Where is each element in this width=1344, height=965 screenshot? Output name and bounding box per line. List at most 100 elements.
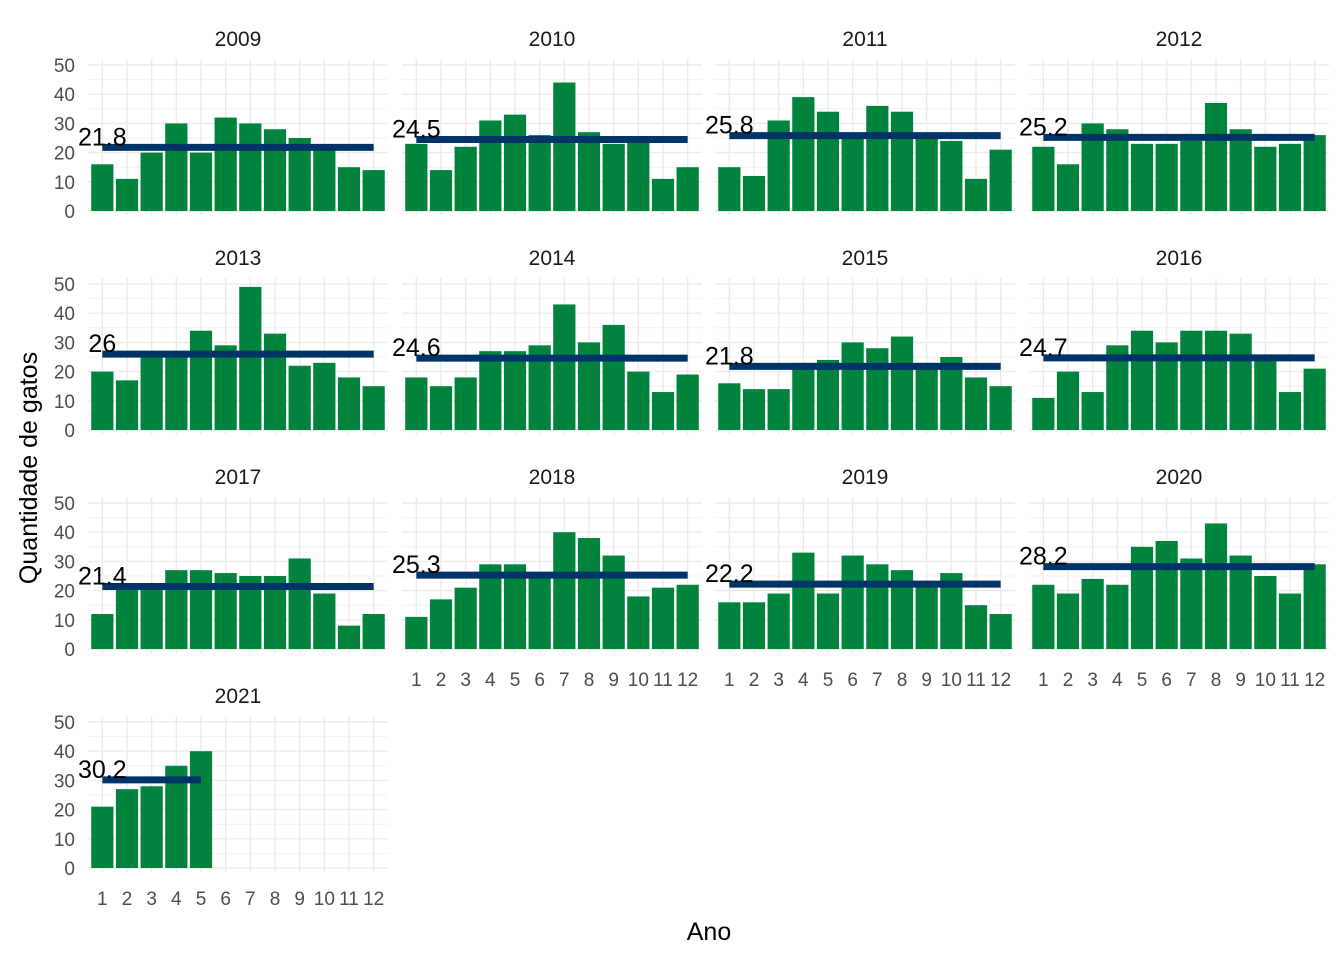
bar — [479, 120, 502, 211]
bar — [115, 178, 139, 211]
x-tick-label: 7 — [559, 670, 570, 691]
x-tick-label: 6 — [1161, 670, 1172, 691]
bar — [362, 613, 385, 649]
facet-title: 2018 — [529, 466, 576, 489]
bar — [429, 170, 453, 211]
x-tick-label: 7 — [872, 670, 883, 691]
x-tick-label: 12 — [1304, 670, 1325, 691]
bar — [503, 114, 527, 211]
bar — [91, 806, 114, 868]
x-tick-label: 9 — [921, 670, 932, 691]
bar — [115, 789, 139, 868]
bar — [866, 348, 889, 430]
bar — [189, 152, 213, 211]
bar — [767, 120, 790, 211]
bar — [989, 386, 1012, 430]
bar — [239, 576, 262, 649]
bar — [165, 354, 188, 430]
x-tick-label: 7 — [245, 889, 256, 910]
bar — [528, 345, 551, 430]
facet-title: 2014 — [529, 247, 576, 270]
facet-title: 2012 — [1156, 28, 1203, 51]
bar — [964, 377, 988, 430]
facet-title: 2011 — [842, 28, 887, 51]
x-tick-label: 11 — [1280, 670, 1300, 691]
x-tick-label: 10 — [1255, 670, 1276, 691]
facet-title: 2013 — [215, 247, 262, 270]
facet-title: 2019 — [842, 466, 889, 489]
mean-label: 21.8 — [78, 123, 127, 151]
bar — [577, 538, 601, 649]
bar — [1032, 146, 1055, 211]
bar — [718, 383, 741, 430]
y-tick-label: 10 — [54, 173, 75, 194]
y-tick-label: 50 — [54, 56, 75, 77]
y-tick-label: 30 — [54, 771, 75, 792]
x-tick-label: 1 — [97, 889, 108, 910]
bar — [479, 351, 502, 430]
bar — [1278, 143, 1302, 211]
bar — [405, 377, 428, 430]
bar — [189, 751, 213, 868]
x-tick-label: 4 — [798, 670, 809, 691]
mean-label: 24.5 — [392, 115, 441, 143]
y-tick-label: 30 — [54, 552, 75, 573]
panel-2012: 2012 25.2 — [1019, 28, 1329, 215]
y-tick-label: 40 — [54, 85, 75, 106]
facet-title: 2017 — [215, 466, 262, 489]
bar — [890, 336, 914, 430]
x-tick-label: 12 — [990, 670, 1011, 691]
y-axis-title: Quantidade de gatos — [15, 352, 43, 584]
bar — [964, 605, 988, 649]
bar — [1032, 584, 1055, 649]
x-tick-label: 1 — [411, 670, 422, 691]
bar — [140, 786, 163, 868]
bar — [429, 599, 453, 649]
bar — [1303, 368, 1326, 430]
mean-label: 25.2 — [1019, 113, 1068, 141]
x-tick-label: 1 — [1038, 670, 1049, 691]
x-tick-label: 6 — [847, 670, 858, 691]
bar — [915, 362, 938, 430]
bar — [313, 149, 336, 211]
facet-title: 2015 — [842, 247, 889, 270]
mean-label: 28.2 — [1019, 543, 1068, 571]
bar — [239, 123, 262, 211]
bar — [288, 558, 311, 649]
bar — [140, 354, 163, 430]
bar — [841, 555, 864, 649]
x-tick-label: 4 — [1112, 670, 1123, 691]
y-tick-label: 50 — [54, 275, 75, 296]
x-axis-title: Ano — [687, 918, 731, 946]
bar — [165, 123, 188, 211]
x-tick-label: 1 — [724, 670, 735, 691]
bar — [1204, 102, 1228, 211]
y-tick-label: 0 — [64, 421, 75, 442]
y-tick-label: 40 — [54, 523, 75, 544]
y-tick-label: 20 — [54, 144, 75, 165]
mean-label: 30.2 — [78, 756, 127, 784]
bar — [313, 593, 336, 649]
bar — [1130, 546, 1154, 649]
bar — [989, 149, 1012, 211]
x-tick-label: 6 — [220, 889, 231, 910]
bar — [940, 573, 963, 649]
bar — [718, 167, 741, 211]
mean-label: 21.4 — [78, 563, 127, 591]
y-tick-label: 0 — [64, 202, 75, 223]
bar — [1278, 392, 1302, 430]
bar — [767, 389, 790, 430]
bar — [263, 333, 287, 430]
bar — [553, 304, 576, 430]
bar — [165, 570, 188, 649]
bar — [1106, 584, 1129, 649]
bar — [1081, 578, 1104, 649]
bar — [479, 564, 502, 649]
bar — [1081, 392, 1104, 430]
bar — [577, 132, 601, 211]
bar — [1254, 357, 1277, 430]
bar — [602, 324, 625, 430]
